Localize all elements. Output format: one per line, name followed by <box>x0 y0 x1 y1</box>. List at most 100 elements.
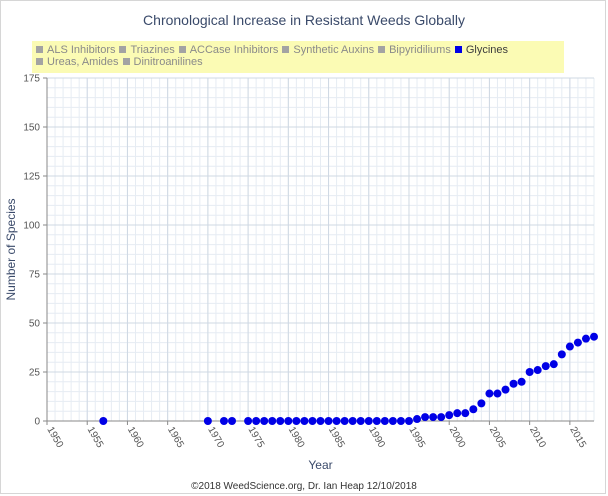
data-point <box>453 409 462 418</box>
x-tick-labels: 1950 1955 1960 1965 1970 1975 1980 1985 1990 1995… <box>44 425 588 450</box>
data-point <box>396 417 405 425</box>
data-point <box>356 417 365 425</box>
data-point <box>485 389 494 398</box>
y-tick-label: 100 <box>23 221 40 232</box>
credit-line: ©2018 WeedScience.org, Dr. Ian Heap 12/1… <box>191 481 417 492</box>
legend-item[interactable]: Bipyridiliums <box>378 44 451 56</box>
data-point <box>429 413 438 422</box>
legend-item[interactable]: Ureas, Amides <box>36 56 119 68</box>
data-point <box>437 413 446 422</box>
data-point <box>292 417 301 425</box>
data-point <box>581 334 590 343</box>
data-point <box>276 417 285 425</box>
legend-swatch <box>378 46 386 53</box>
legend-item[interactable]: Synthetic Auxins <box>282 44 374 56</box>
y-tick-labels: 0 25 50 75 100 125 150 175 <box>23 74 40 428</box>
data-point <box>549 360 558 369</box>
data-point <box>565 342 574 351</box>
data-point <box>525 368 534 376</box>
data-point <box>252 417 261 425</box>
x-axis-title: Year <box>308 458 332 472</box>
data-point <box>380 417 389 425</box>
legend-swatch <box>282 46 290 53</box>
legend-item[interactable]: Triazines <box>119 44 175 56</box>
y-tick-label: 50 <box>29 319 41 330</box>
data-point <box>388 417 397 425</box>
data-point <box>421 413 430 422</box>
x-tick-label: 2000 <box>447 425 468 450</box>
data-point <box>244 417 253 425</box>
data-point <box>324 417 333 425</box>
x-tick-label: 1980 <box>286 425 307 450</box>
data-point <box>340 417 349 425</box>
x-tick-label: 1950 <box>44 425 65 450</box>
data-point <box>364 417 373 425</box>
x-tick-label: 1995 <box>406 425 427 450</box>
data-point <box>573 338 582 347</box>
x-tick-label: 2005 <box>487 425 508 450</box>
data-points <box>99 332 598 425</box>
data-point <box>203 417 212 425</box>
y-tick-label: 150 <box>23 123 40 134</box>
data-point <box>348 417 357 425</box>
data-point <box>332 417 341 425</box>
data-point <box>590 332 598 341</box>
legend-swatch <box>454 46 462 53</box>
legend-swatch <box>122 58 130 65</box>
y-tick-label: 125 <box>23 172 40 183</box>
chart-title: Chronological Increase in Resistant Weed… <box>143 12 465 28</box>
data-point <box>99 417 108 425</box>
legend-label: Glycines <box>465 44 509 56</box>
legend-label: Bipyridiliums <box>389 44 451 56</box>
legend-swatch <box>119 46 127 53</box>
data-point <box>477 399 486 408</box>
data-point <box>284 417 293 425</box>
legend-label: Ureas, Amides <box>47 56 119 68</box>
legend-item[interactable]: Dinitroanilines <box>122 56 203 68</box>
y-tick-label: 75 <box>29 270 41 281</box>
data-point <box>493 389 502 398</box>
legend-swatch <box>36 58 43 65</box>
y-tick-label: 0 <box>34 417 40 428</box>
major-gridlines <box>46 77 594 422</box>
data-point <box>557 350 566 359</box>
legend-label: Dinitroanilines <box>133 56 203 68</box>
data-point <box>509 379 518 388</box>
data-point <box>268 417 277 425</box>
data-point <box>308 417 317 425</box>
data-point <box>260 417 269 425</box>
data-point <box>228 417 237 425</box>
x-tick-label: 1965 <box>165 425 186 450</box>
x-tick-label: 2015 <box>567 425 588 450</box>
legend-item[interactable]: ACCase Inhibitors <box>178 44 278 56</box>
legend-label: Synthetic Auxins <box>293 44 375 56</box>
data-point <box>517 377 526 386</box>
x-tick-label: 1985 <box>326 425 347 450</box>
y-axis-title: Number of Species <box>4 198 18 300</box>
x-tick-label: 1960 <box>125 425 146 450</box>
data-point <box>300 417 309 425</box>
data-point <box>413 415 422 424</box>
x-tick-label: 1970 <box>205 425 226 450</box>
legend-item[interactable]: ALS Inhibitors <box>36 44 115 56</box>
data-point <box>461 409 470 418</box>
y-tick-label: 175 <box>23 74 40 85</box>
data-point <box>469 405 478 414</box>
data-point <box>445 411 454 420</box>
data-point <box>533 366 542 375</box>
data-point <box>541 362 550 371</box>
legend-swatch <box>178 46 186 53</box>
x-tick-label: 1975 <box>246 425 267 450</box>
x-tick-label: 2010 <box>527 425 548 450</box>
chart-legend: ALS Inhibitors Triazines ACCase Inhibitors… <box>32 41 564 73</box>
y-tick-label: 25 <box>29 368 41 379</box>
data-point <box>404 417 413 425</box>
data-point <box>219 417 228 425</box>
data-point <box>501 385 510 394</box>
legend-item[interactable]: Glycines <box>454 44 509 56</box>
legend-label: Triazines <box>130 44 175 56</box>
data-point <box>372 417 381 425</box>
x-tick-label: 1955 <box>85 425 106 450</box>
